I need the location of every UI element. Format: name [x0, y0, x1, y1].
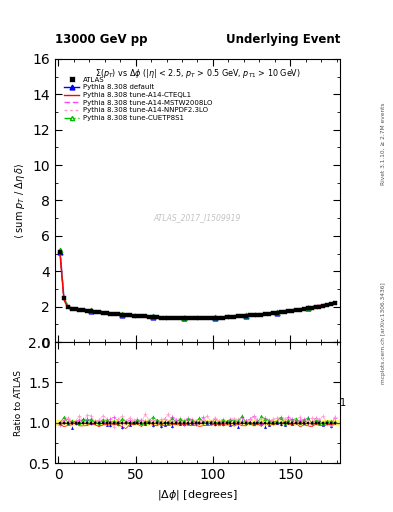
Text: Rivet 3.1.10, ≥ 2.7M events: Rivet 3.1.10, ≥ 2.7M events: [381, 102, 386, 185]
Text: mcplots.cern.ch [arXiv:1306.3436]: mcplots.cern.ch [arXiv:1306.3436]: [381, 282, 386, 383]
Y-axis label: Ratio to ATLAS: Ratio to ATLAS: [14, 370, 23, 436]
Bar: [55, 420, 340, 425]
Text: ATLAS_2017_I1509919: ATLAS_2017_I1509919: [154, 213, 241, 222]
Text: Underlying Event: Underlying Event: [226, 33, 340, 46]
Text: 1: 1: [340, 398, 346, 408]
Text: $\Sigma(p_T)$ vs $\Delta\phi$ ($|\eta|$ < 2.5, $p_T$ > 0.5 GeV, $p_{T1}$ > 10 Ge: $\Sigma(p_T)$ vs $\Delta\phi$ ($|\eta|$ …: [95, 68, 300, 80]
Legend: ATLAS, Pythia 8.308 default, Pythia 8.308 tune-A14-CTEQL1, Pythia 8.308 tune-A14: ATLAS, Pythia 8.308 default, Pythia 8.30…: [64, 76, 212, 121]
X-axis label: $|\Delta\phi|$ [degrees]: $|\Delta\phi|$ [degrees]: [157, 488, 238, 502]
Y-axis label: $\langle$ sum $p_T$ / $\Delta\eta\,\delta\rangle$: $\langle$ sum $p_T$ / $\Delta\eta\,\delt…: [13, 162, 27, 239]
Text: 13000 GeV pp: 13000 GeV pp: [55, 33, 147, 46]
